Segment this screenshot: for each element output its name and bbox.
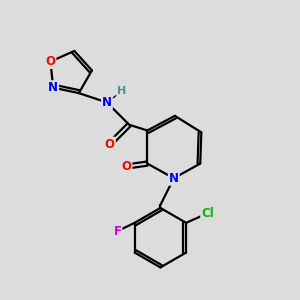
Text: O: O	[105, 138, 115, 151]
Text: N: N	[102, 96, 112, 109]
Text: O: O	[45, 55, 56, 68]
Text: Cl: Cl	[201, 207, 214, 220]
Text: N: N	[169, 172, 179, 185]
Text: H: H	[117, 86, 126, 96]
Text: F: F	[113, 225, 122, 238]
Text: N: N	[48, 81, 58, 94]
Text: O: O	[122, 160, 131, 173]
